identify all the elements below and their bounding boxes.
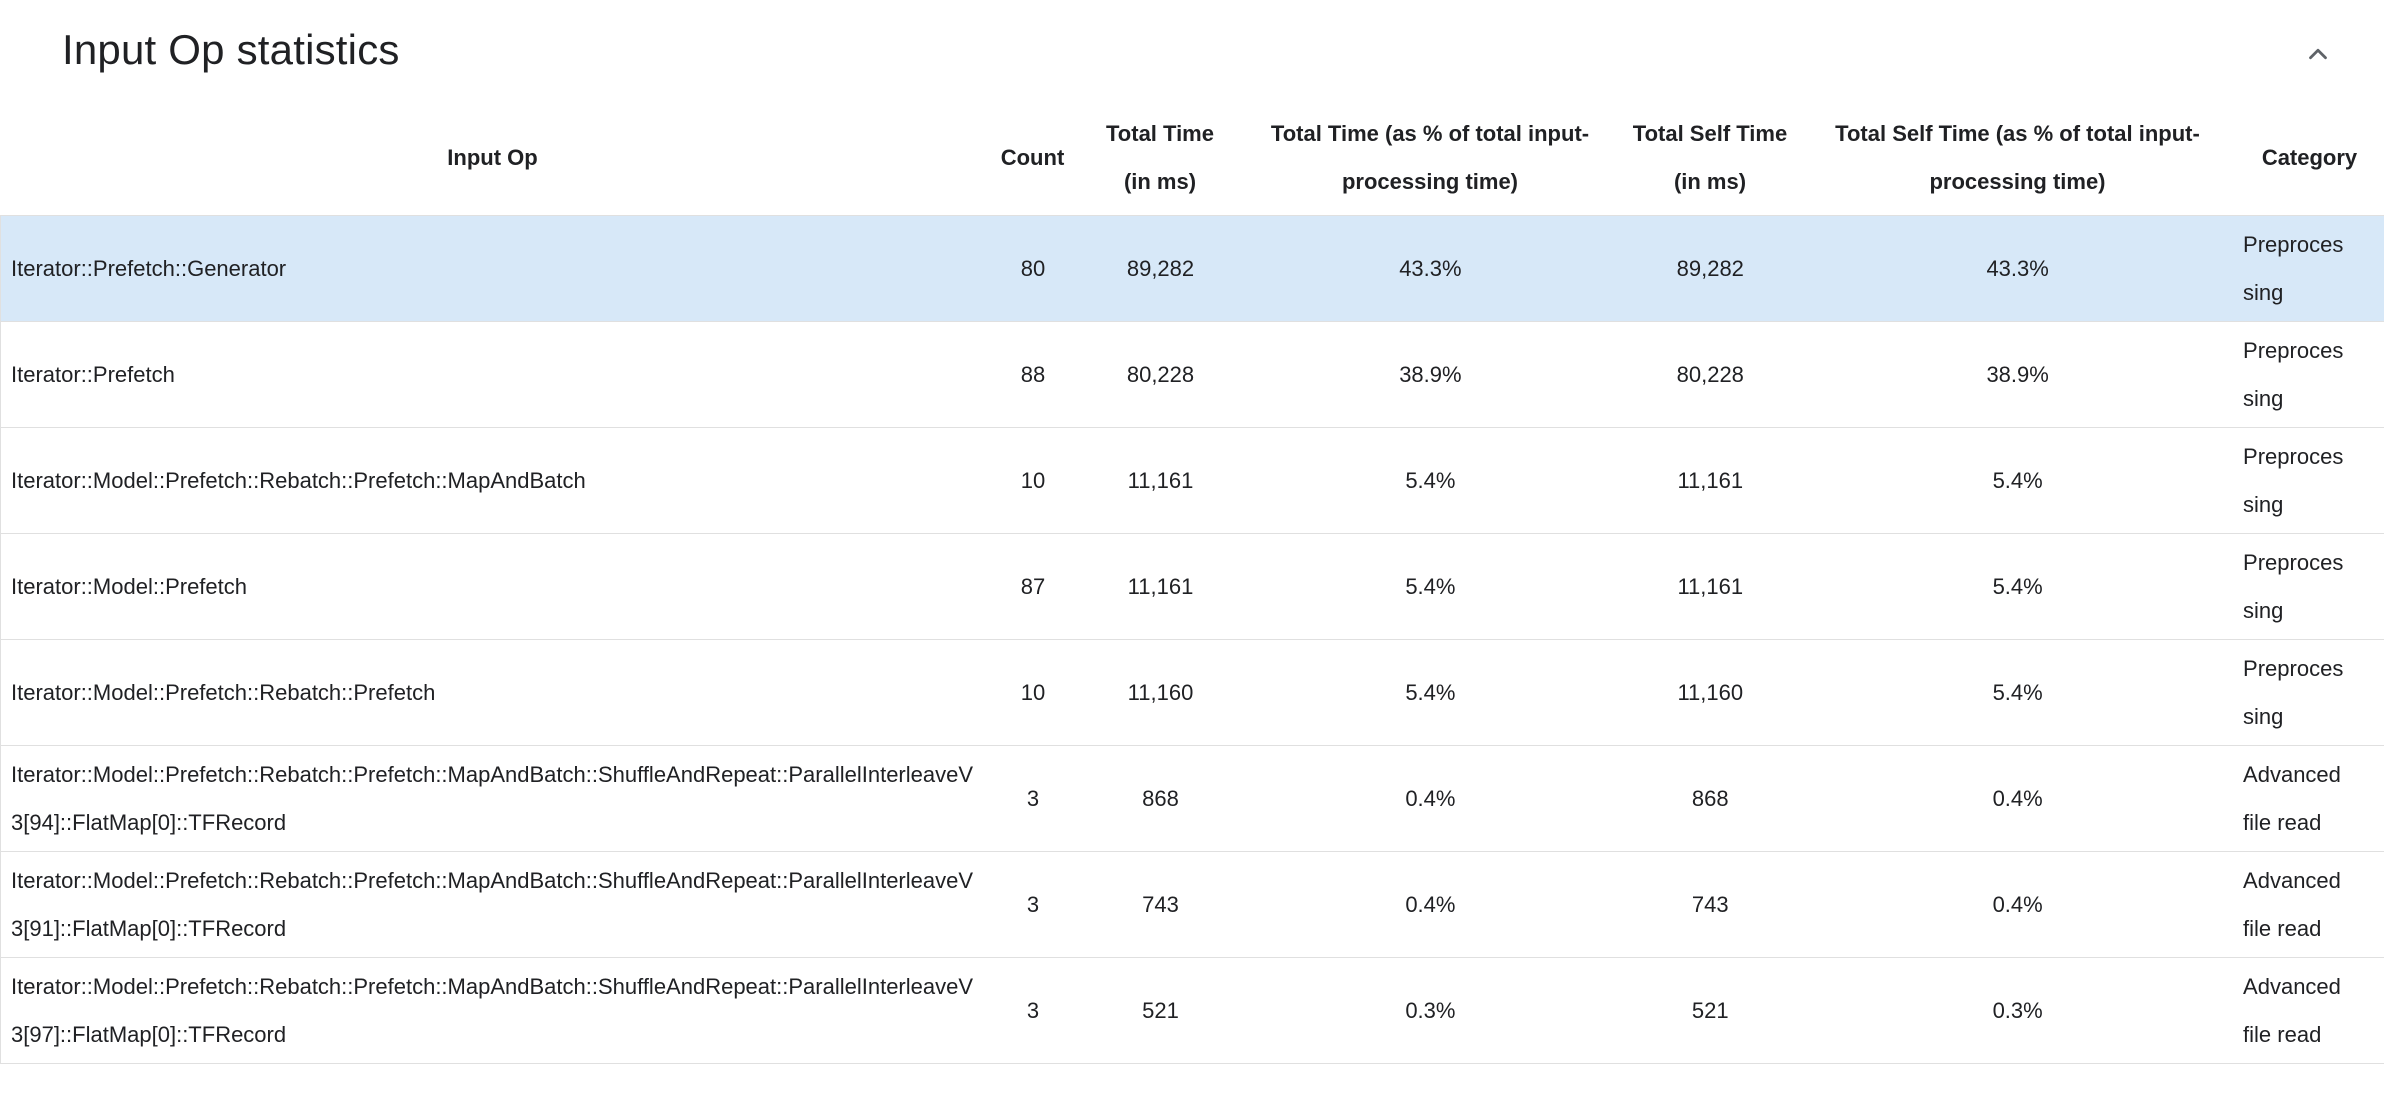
total-time-percent-cell: 0.3% — [1405, 997, 1456, 1023]
total-self-time-cell: 89,282 — [1676, 255, 1744, 281]
input-op-cell: Iterator::Model::Prefetch::Rebatch::Pref… — [11, 867, 974, 941]
category-cell: Advanced file read — [2243, 973, 2341, 1047]
total-time-cell: 89,282 — [1126, 255, 1195, 281]
input-op-cell: Iterator::Model::Prefetch::Rebatch::Pref… — [11, 973, 974, 1047]
total-self-time-percent-cell: 0.4% — [1992, 891, 2043, 917]
input-op-statistics-panel: Input Op statistics Input Op Count Total… — [0, 0, 2384, 1064]
total-self-time-percent-cell: 5.4% — [1992, 573, 2043, 599]
total-time-percent-cell: 0.4% — [1405, 891, 1456, 917]
total-self-time-cell: 11,160 — [1677, 679, 1744, 705]
total-time-cell: 11,161 — [1127, 467, 1194, 493]
count-cell: 3 — [1026, 785, 1040, 811]
total-time-cell: 80,228 — [1126, 361, 1195, 387]
table-row[interactable]: Iterator::Model::Prefetch::Rebatch::Pref… — [1, 428, 2384, 534]
column-header-count[interactable]: Count — [1000, 144, 1065, 170]
total-time-percent-cell: 5.4% — [1405, 679, 1456, 705]
category-cell: Preprocessing — [2243, 549, 2344, 623]
category-cell: Preprocessing — [2243, 337, 2344, 411]
category-cell: Advanced file read — [2243, 761, 2341, 835]
total-time-percent-cell: 43.3% — [1399, 255, 1462, 281]
table-header-row: Input Op Count Total Time (in ms) Total … — [0, 100, 2384, 216]
table-row[interactable]: Iterator::Prefetch 88 80,228 38.9% 80,22… — [1, 322, 2384, 428]
category-cell: Preprocessing — [2243, 231, 2344, 305]
column-header-input-op[interactable]: Input Op — [447, 144, 538, 170]
total-self-time-cell: 521 — [1691, 997, 1729, 1023]
total-time-cell: 11,161 — [1127, 573, 1194, 599]
column-header-total-self-time-percent[interactable]: Total Self Time (as % of total input-pro… — [1835, 120, 2200, 194]
table-row[interactable]: Iterator::Prefetch::Generator 80 89,282 … — [1, 216, 2384, 322]
total-time-percent-cell: 0.4% — [1405, 785, 1456, 811]
chevron-up-icon — [2303, 39, 2333, 69]
total-time-cell: 743 — [1142, 891, 1179, 917]
column-header-category[interactable]: Category — [2261, 144, 2358, 170]
count-cell: 80 — [1020, 255, 1046, 281]
input-op-table: Input Op Count Total Time (in ms) Total … — [0, 100, 2384, 1064]
table-row[interactable]: Iterator::Model::Prefetch 87 11,161 5.4%… — [1, 534, 2384, 640]
total-time-percent-cell: 38.9% — [1399, 361, 1462, 387]
input-op-cell: Iterator::Model::Prefetch::Rebatch::Pref… — [11, 679, 436, 705]
total-self-time-cell: 743 — [1691, 891, 1729, 917]
count-cell: 3 — [1026, 891, 1040, 917]
count-cell: 10 — [1020, 679, 1046, 705]
total-self-time-percent-cell: 5.4% — [1992, 467, 2043, 493]
total-self-time-percent-cell: 5.4% — [1992, 679, 2043, 705]
count-cell: 3 — [1026, 997, 1040, 1023]
total-time-cell: 521 — [1142, 997, 1179, 1023]
table-body: Iterator::Prefetch::Generator 80 89,282 … — [0, 216, 2384, 1064]
total-self-time-cell: 868 — [1691, 785, 1729, 811]
collapse-section-button[interactable] — [2292, 28, 2344, 80]
input-op-cell: Iterator::Model::Prefetch::Rebatch::Pref… — [11, 761, 974, 835]
panel-header: Input Op statistics — [0, 0, 2384, 100]
total-self-time-cell: 80,228 — [1676, 361, 1744, 387]
count-cell: 87 — [1020, 573, 1046, 599]
total-self-time-percent-cell: 0.4% — [1992, 785, 2043, 811]
table-row[interactable]: Iterator::Model::Prefetch::Rebatch::Pref… — [1, 852, 2384, 958]
input-op-cell: Iterator::Model::Prefetch::Rebatch::Pref… — [11, 467, 586, 493]
total-self-time-cell: 11,161 — [1677, 467, 1744, 493]
count-cell: 88 — [1020, 361, 1046, 387]
table-row[interactable]: Iterator::Model::Prefetch::Rebatch::Pref… — [1, 640, 2384, 746]
total-self-time-percent-cell: 0.3% — [1992, 997, 2043, 1023]
category-cell: Preprocessing — [2243, 655, 2344, 729]
page-title: Input Op statistics — [62, 26, 400, 73]
total-self-time-percent-cell: 38.9% — [1986, 361, 2049, 387]
category-cell: Preprocessing — [2243, 443, 2344, 517]
total-time-percent-cell: 5.4% — [1405, 467, 1456, 493]
count-cell: 10 — [1020, 467, 1046, 493]
column-header-total-self-time[interactable]: Total Self Time (in ms) — [1632, 120, 1788, 194]
total-self-time-cell: 11,161 — [1677, 573, 1744, 599]
category-cell: Advanced file read — [2243, 867, 2341, 941]
total-time-cell: 868 — [1142, 785, 1179, 811]
table-row[interactable]: Iterator::Model::Prefetch::Rebatch::Pref… — [1, 746, 2384, 852]
table-row[interactable]: Iterator::Model::Prefetch::Rebatch::Pref… — [1, 958, 2384, 1064]
input-op-cell: Iterator::Prefetch — [11, 361, 175, 387]
input-op-cell: Iterator::Prefetch::Generator — [11, 255, 287, 281]
input-op-cell: Iterator::Model::Prefetch — [11, 573, 247, 599]
total-time-percent-cell: 5.4% — [1405, 573, 1456, 599]
column-header-total-time-percent[interactable]: Total Time (as % of total input-processi… — [1270, 120, 1590, 194]
total-self-time-percent-cell: 43.3% — [1986, 255, 2049, 281]
column-header-total-time[interactable]: Total Time (in ms) — [1106, 120, 1214, 194]
total-time-cell: 11,160 — [1127, 679, 1194, 705]
